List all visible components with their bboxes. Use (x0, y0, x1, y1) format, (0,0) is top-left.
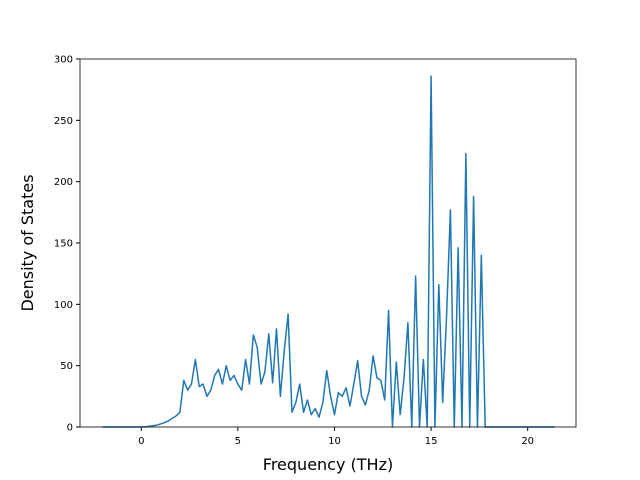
plot-frame (79, 58, 577, 428)
x-tick-label: 5 (235, 436, 241, 447)
x-tick-label: 15 (425, 436, 438, 447)
data-line (102, 75, 555, 428)
x-axis-label: Frequency (THz) (263, 455, 393, 474)
y-axis-label: Density of States (18, 174, 37, 311)
x-tick-label: 0 (138, 436, 144, 447)
y-tick-label: 200 (54, 177, 73, 188)
y-tick-label: 250 (54, 116, 73, 127)
y-tick-label: 100 (54, 300, 73, 311)
y-tick-label: 0 (67, 423, 73, 434)
y-tick-label: 150 (54, 239, 73, 250)
y-tick-label: 50 (60, 361, 73, 372)
x-tick-label: 10 (328, 436, 341, 447)
y-tick-label: 300 (54, 55, 73, 66)
x-tick-label: 20 (521, 436, 534, 447)
